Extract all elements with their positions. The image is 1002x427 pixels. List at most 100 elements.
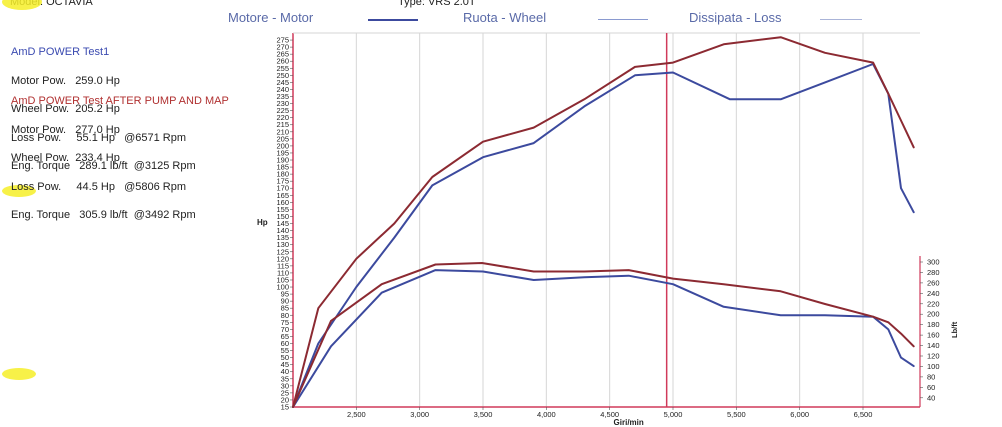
y2-tick-label: 120	[927, 352, 940, 361]
y-tick-label: 265	[276, 50, 289, 59]
y-tick-label: 260	[276, 57, 289, 66]
x-tick-label: 2,500	[347, 410, 366, 419]
y2-tick-label: 280	[927, 268, 940, 277]
x-tick-label: 3,000	[410, 410, 429, 419]
y2-tick-label: 200	[927, 310, 940, 319]
x-tick-label: 5,000	[664, 410, 683, 419]
y-tick-label: 210	[276, 127, 289, 136]
y-tick-label: 130	[276, 240, 289, 249]
y-tick-label: 165	[276, 191, 289, 200]
highlighter-mark-bottom	[2, 368, 36, 380]
y-tick-label: 195	[276, 148, 289, 157]
x-tick-label: 3,500	[474, 410, 493, 419]
y-tick-label: 245	[276, 78, 289, 87]
y-tick-label: 35	[281, 374, 289, 383]
x-tick-label: 6,500	[854, 410, 873, 419]
y-tick-label: 65	[281, 332, 289, 341]
x-axis-label: Giri/min	[614, 418, 644, 427]
y-tick-label: 90	[281, 297, 289, 306]
y-tick-label: 230	[276, 99, 289, 108]
y-tick-label: 225	[276, 106, 289, 115]
highlighter-mark-top	[2, 0, 42, 10]
x-tick-label: 6,000	[790, 410, 809, 419]
y2-tick-label: 220	[927, 299, 940, 308]
y-tick-label: 15	[281, 403, 289, 412]
y-tick-label: 100	[276, 283, 289, 292]
test2-motor-power: Motor Pow. 277.0 Hp	[11, 123, 120, 136]
y-tick-label: 250	[276, 71, 289, 80]
y2-tick-label: 160	[927, 331, 940, 340]
y-tick-label: 150	[276, 212, 289, 221]
y-tick-label: 85	[281, 304, 289, 313]
y2-tick-label: 100	[927, 362, 940, 371]
type-label: Type: VRS 2.0T	[398, 0, 476, 8]
y-tick-label: 205	[276, 134, 289, 143]
y2-tick-label: 60	[927, 383, 935, 392]
y-tick-label: 60	[281, 339, 289, 348]
series-line-2	[292, 269, 915, 408]
model-label: Model: OCTAVIA	[10, 0, 93, 8]
test1-title: AmD POWER Test1	[11, 46, 110, 58]
y-axis-label: Hp	[257, 218, 268, 227]
y-tick-label: 240	[276, 85, 289, 94]
test2-engine-torque: Eng. Torque 305.9 lb/ft @3492 Rpm	[11, 209, 196, 221]
y-tick-label: 45	[281, 360, 289, 369]
y2-tick-label: 180	[927, 320, 940, 329]
y-tick-label: 75	[281, 318, 289, 327]
y2-tick-label: 40	[927, 393, 935, 402]
y2-tick-label: 140	[927, 341, 940, 350]
y-tick-label: 215	[276, 120, 289, 129]
legend-loss-line	[820, 19, 862, 20]
x-tick-label: 4,500	[600, 410, 619, 419]
test1-loss-power: Loss Pow. 55.1 Hp @6571 Rpm	[11, 131, 187, 144]
y-tick-label: 160	[276, 198, 289, 207]
legend-wheel-line	[598, 19, 648, 20]
y-tick-label: 120	[276, 254, 289, 263]
test1-engine-torque: Eng. Torque 289.1 lb/ft @3125 Rpm	[11, 160, 196, 172]
y-tick-label: 30	[281, 381, 289, 390]
series-line-3	[292, 262, 915, 408]
legend-wheel-label: Ruota - Wheel	[463, 10, 547, 25]
test2-title: AmD POWER Test AFTER PUMP AND MAP	[11, 95, 229, 107]
legend-motor-label: Motore - Motor	[228, 10, 314, 25]
y-tick-label: 185	[276, 163, 289, 172]
y-tick-label: 270	[276, 43, 289, 52]
y-tick-label: 275	[276, 36, 289, 45]
y2-tick-label: 260	[927, 278, 940, 287]
test1-wheel-power: Wheel Pow. 205.2 Hp	[11, 103, 120, 115]
y-tick-label: 180	[276, 170, 289, 179]
x-tick-label: 5,500	[727, 410, 746, 419]
y-tick-label: 70	[281, 325, 289, 334]
y-tick-label: 115	[277, 261, 289, 270]
y-tick-label: 95	[281, 290, 289, 299]
y-tick-label: 190	[276, 156, 289, 165]
y2-tick-label: 240	[927, 289, 940, 298]
y2-axis-label: Lb/ft	[950, 321, 959, 338]
x-tick-label: 4,000	[537, 410, 556, 419]
y-tick-label: 145	[276, 219, 289, 228]
test2-loss-power: Loss Pow. 44.5 Hp @5806 Rpm	[11, 180, 187, 193]
y2-tick-label: 300	[927, 258, 940, 267]
test1-motor-power: Motor Pow. 259.0 Hp	[11, 74, 120, 87]
y-tick-label: 200	[276, 141, 289, 150]
y-tick-label: 235	[276, 92, 289, 101]
y2-tick-label: 80	[927, 372, 935, 381]
legend-motor-line	[368, 19, 418, 21]
test1-info: AmD POWER Test1 Motor Pow. 259.0 Hp Whee…	[11, 29, 196, 181]
y-tick-label: 50	[281, 353, 289, 362]
y-tick-label: 255	[276, 64, 289, 73]
y-tick-label: 40	[281, 367, 289, 376]
y-tick-label: 55	[281, 346, 289, 355]
y-tick-label: 135	[276, 233, 289, 242]
highlighter-mark-middle	[2, 185, 36, 197]
test2-info: AmD POWER Test AFTER PUMP AND MAP Motor …	[11, 78, 229, 230]
test2-wheel-power: Wheel Pow. 233.4 Hp	[11, 152, 120, 164]
series-line-0	[292, 63, 915, 408]
y-tick-label: 80	[281, 311, 289, 320]
y-tick-label: 140	[276, 226, 289, 235]
y-tick-label: 220	[276, 113, 289, 122]
y-tick-label: 25	[281, 388, 289, 397]
y-tick-label: 170	[276, 184, 289, 193]
y-tick-label: 125	[276, 247, 289, 256]
